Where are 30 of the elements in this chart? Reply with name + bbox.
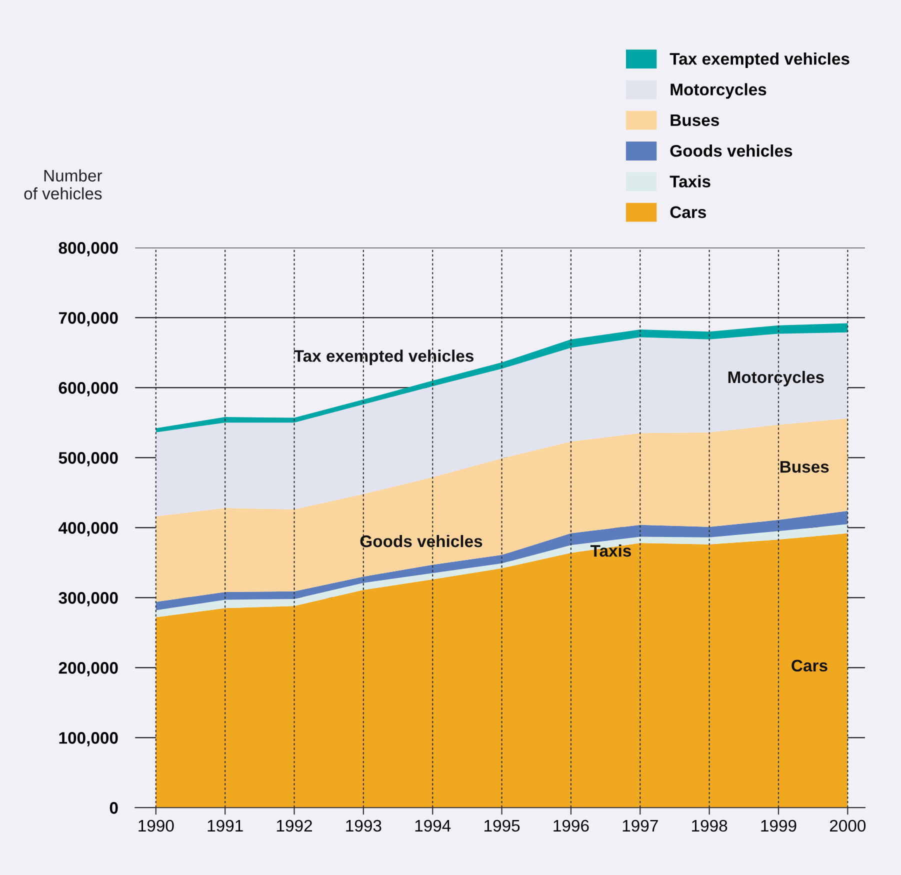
x-tick-label: 1995	[484, 820, 520, 832]
annotation: Motorcycles	[728, 370, 824, 386]
y-tick-label: 700,000	[58, 312, 118, 326]
y-tick-label: 600,000	[58, 382, 118, 396]
legend-label: Motorcycles	[670, 83, 766, 99]
x-tick-label: 1997	[622, 820, 658, 832]
annotation: Buses	[780, 461, 829, 473]
y-tick-label: 0	[110, 802, 118, 814]
y-tick-label: 400,000	[58, 522, 118, 536]
y-tick-label: 800,000	[58, 242, 118, 256]
x-tick-label: 1998	[692, 820, 728, 832]
x-tick-label: 1993	[346, 820, 382, 832]
x-tick-label: 1996	[554, 820, 589, 832]
y-tick-label: 500,000	[58, 452, 118, 466]
legend-label: Tax exempted vehicles	[670, 52, 850, 68]
annotation: Tax exempted vehicles	[294, 350, 474, 366]
y-tick-label: 300,000	[58, 592, 118, 606]
legend-label: Buses	[670, 114, 719, 126]
x-tick-label: 1991	[208, 820, 243, 832]
legend-label: Taxis	[670, 175, 710, 188]
x-tick-label: 1992	[276, 820, 312, 832]
x-tick-label: 2000	[830, 820, 866, 832]
x-tick-label: 1994	[415, 820, 451, 832]
y-tick-label: 200,000	[58, 662, 118, 676]
legend-label: Cars	[670, 206, 706, 218]
x-tick-label: 1999	[761, 820, 796, 832]
x-tick-label: 1990	[138, 820, 174, 832]
y-tick-label: 100,000	[59, 732, 118, 746]
y-axis-title: Number of vehicles	[24, 169, 102, 200]
legend-label: Goods vehicles	[670, 144, 792, 157]
